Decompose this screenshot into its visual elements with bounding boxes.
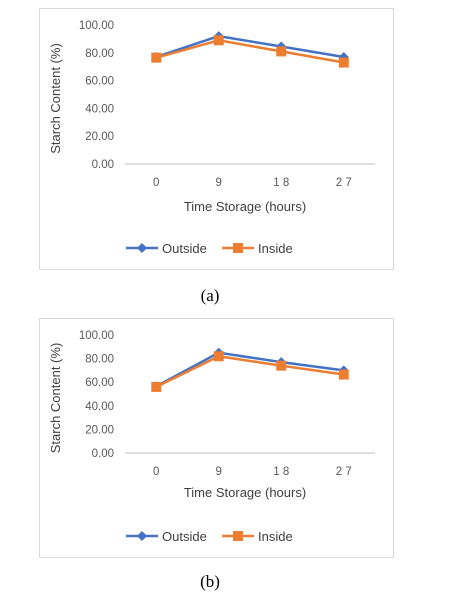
chart-b-svg: 0.00 20.00 40.00 60.00 80.00 100.00 0 9 1 8 2 7 Ti… <box>48 330 375 544</box>
y-tick-label: 100.00 <box>79 330 114 342</box>
x-tick-label: 2 7 <box>336 466 352 478</box>
legend-label-outside: Outside <box>162 529 207 544</box>
y-tick-label: 20.00 <box>85 131 114 143</box>
y-tick-label: 60.00 <box>85 76 114 88</box>
legend-label-inside: Inside <box>258 241 293 256</box>
legend-marker-outside <box>137 531 147 541</box>
x-axis-title: Time Storage (hours) <box>184 485 306 500</box>
data-point-inside <box>338 57 349 68</box>
series-line-outside <box>155 34 344 59</box>
data-point-inside <box>151 52 162 63</box>
legend-marker-outside <box>137 243 147 253</box>
x-tick-label: 2 7 <box>336 177 352 189</box>
data-point-inside <box>213 35 224 46</box>
y-tick-label: 0.00 <box>92 159 114 171</box>
y-tick-label: 40.00 <box>85 103 114 115</box>
y-axis-title: Starch Content (%) <box>48 343 63 454</box>
chart-panel-a: 0.00 20.00 40.00 60.00 80.00 100.00 0 9 1 8 2 7 Ti… <box>39 8 394 270</box>
caption-a: (a) <box>200 286 220 305</box>
data-point-inside <box>151 381 162 392</box>
chart-a-svg: 0.00 20.00 40.00 60.00 80.00 100.00 0 9 1 8 2 7 Ti… <box>48 20 375 256</box>
data-point-inside <box>276 360 287 371</box>
series-line-inside <box>155 39 344 64</box>
y-axis-title: Starch Content (%) <box>48 43 63 154</box>
x-tick-label: 0 <box>153 177 159 189</box>
legend-marker-inside <box>233 243 243 253</box>
x-tick-label: 1 8 <box>273 466 289 478</box>
chart-panel-b: 0.00 20.00 40.00 60.00 80.00 100.00 0 9 1 8 2 7 Ti… <box>39 318 394 558</box>
y-tick-label: 100.00 <box>79 20 114 32</box>
data-point-inside <box>213 351 224 362</box>
y-tick-label: 20.00 <box>85 424 114 436</box>
caption-b: (b) <box>200 572 220 591</box>
data-point-inside <box>338 369 349 380</box>
series-line-outside <box>155 351 344 388</box>
series-line-inside <box>155 354 344 389</box>
y-tick-label: 40.00 <box>85 401 114 413</box>
x-tick-label: 0 <box>153 466 159 478</box>
y-tick-label: 0.00 <box>92 448 114 460</box>
x-tick-label: 9 <box>216 177 222 189</box>
x-tick-label: 9 <box>216 466 222 478</box>
legend-label-inside: Inside <box>258 529 293 544</box>
x-tick-label: 1 8 <box>273 177 289 189</box>
data-point-inside <box>276 46 287 57</box>
x-axis-title: Time Storage (hours) <box>184 199 306 214</box>
y-tick-label: 80.00 <box>85 48 114 60</box>
legend-label-outside: Outside <box>162 241 207 256</box>
y-tick-label: 80.00 <box>85 354 114 366</box>
legend-marker-inside <box>233 531 243 541</box>
y-tick-label: 60.00 <box>85 377 114 389</box>
